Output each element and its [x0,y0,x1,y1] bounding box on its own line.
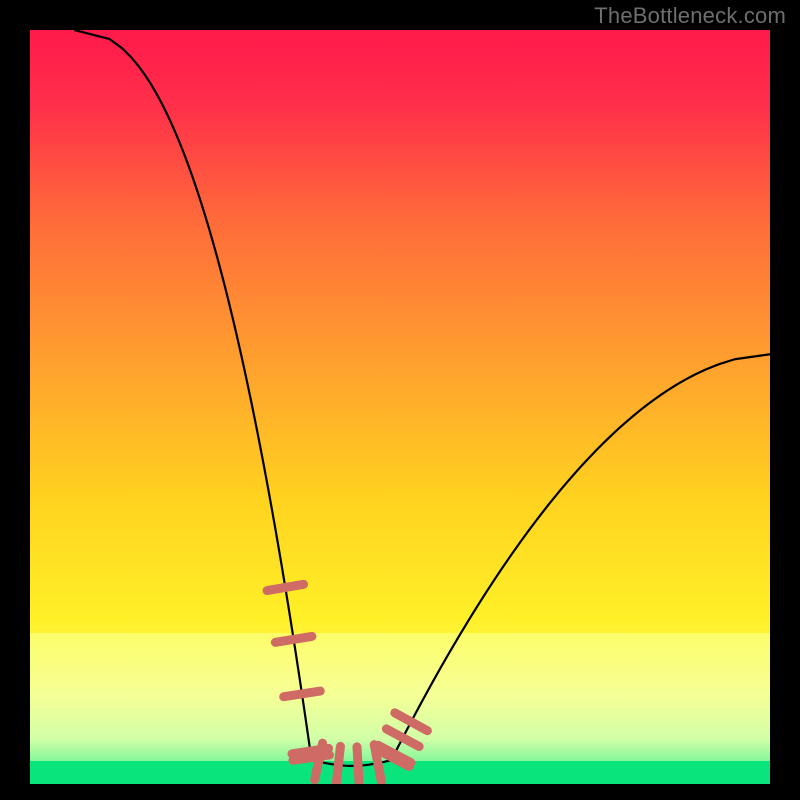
tick-mark [395,713,428,731]
chart-frame: TheBottleneck.com [0,0,800,800]
tick-mark [357,747,359,784]
watermark-text: TheBottleneck.com [594,3,786,29]
plot-area [30,30,770,784]
bottleneck-curve [30,30,770,784]
tick-mark [267,584,303,590]
tick-mark [336,746,340,783]
tick-mark [284,691,321,697]
tick-mark [386,729,419,747]
tick-mark [275,636,312,642]
v-curve-path [74,30,770,766]
